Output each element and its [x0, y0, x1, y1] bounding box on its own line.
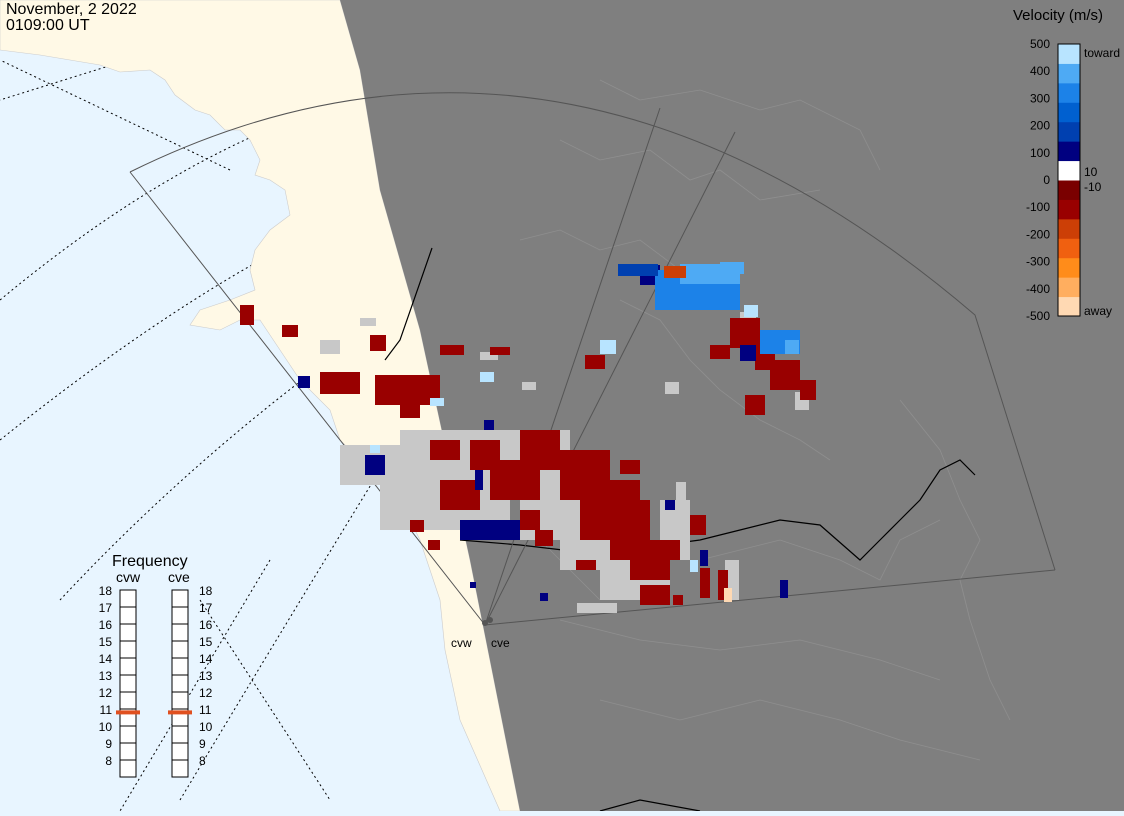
frequency-level-right: 18	[199, 584, 213, 598]
frequency-cell	[119, 589, 137, 608]
frequency-cell	[119, 759, 137, 778]
frequency-marker-cvw	[116, 710, 140, 715]
frequency-level-left: 13	[99, 669, 113, 683]
time-label: 0109:00 UT	[6, 17, 90, 34]
colorbar-segments	[1058, 44, 1080, 317]
colorbar-segment	[1058, 63, 1080, 84]
radar-label-cvw: cvw	[451, 636, 472, 650]
colorbar-tick: -500	[1026, 309, 1050, 323]
colorbar-segment	[1058, 296, 1080, 317]
frequency-panel: Frequency cvw cve 18 18 17 17 16 16 15 15 14 14 13…	[99, 553, 213, 778]
frequency-cell	[119, 623, 137, 642]
frequency-cell	[171, 725, 189, 744]
frequency-cell	[119, 674, 137, 693]
frequency-level-right: 9	[199, 737, 206, 751]
colorbar-segment	[1058, 257, 1080, 278]
velocity-colorbar: Velocity (m/s) 500 400 300 200 100 0 -100 -200 -…	[1013, 7, 1120, 323]
night-mask	[340, 0, 1124, 811]
frequency-cell	[171, 640, 189, 659]
frequency-cell	[119, 657, 137, 676]
colorbar-tick: 300	[1030, 91, 1050, 105]
frequency-cell	[171, 606, 189, 625]
frequency-level-left: 8	[105, 754, 112, 768]
colorbar-tick: 100	[1030, 146, 1050, 160]
colorbar-segment	[1058, 102, 1080, 123]
frequency-cell	[171, 691, 189, 710]
frequency-cell	[119, 691, 137, 710]
colorbar-segment	[1058, 277, 1080, 298]
frequency-cell	[119, 742, 137, 761]
frequency-cell	[171, 623, 189, 642]
colorbar-tick: 0	[1043, 173, 1050, 187]
colorbar-segment	[1058, 180, 1080, 200]
frequency-level-left: 10	[99, 720, 113, 734]
frequency-level-right: 11	[199, 703, 212, 717]
frequency-level-left: 11	[100, 703, 113, 717]
frequency-markers	[116, 710, 192, 715]
colorbar-tick: 200	[1030, 119, 1050, 133]
colorbar-segment	[1058, 218, 1080, 239]
date-label: November, 2 2022	[6, 1, 137, 18]
colorbar-tick: -400	[1026, 282, 1050, 296]
frequency-level-right: 12	[199, 686, 213, 700]
frequency-cell	[171, 759, 189, 778]
scatter-cells	[240, 262, 816, 613]
frequency-cell	[171, 657, 189, 676]
frequency-level-right: 8	[199, 754, 206, 768]
colorbar-segment	[1058, 44, 1080, 64]
radar-sites	[482, 617, 493, 626]
frequency-marker-cve	[168, 710, 192, 715]
frequency-radar-cvw: cvw	[116, 569, 141, 585]
colorbar-tick: -200	[1026, 227, 1050, 241]
frequency-levels: 18 18 17 17 16 16 15 15 14 14 13 13 12 12 11 11 10 10 9 9 8 8	[99, 584, 213, 768]
frequency-radar-cve: cve	[168, 569, 190, 585]
frequency-level-right: 16	[199, 618, 213, 632]
frequency-cell	[119, 640, 137, 659]
colorbar-tick: -100	[1026, 200, 1050, 214]
colorbar-cut-neg: -10	[1084, 180, 1102, 194]
colorbar-segment	[1058, 82, 1080, 103]
colorbar-title: Velocity (m/s)	[1013, 7, 1103, 24]
frequency-level-right: 13	[199, 669, 213, 683]
frequency-level-left: 16	[99, 618, 113, 632]
frequency-level-left: 15	[99, 635, 113, 649]
frequency-title: Frequency	[112, 553, 188, 570]
colorbar-tick-labels: 500 400 300 200 100 0 -100 -200 -300 -400 -500	[1026, 37, 1050, 323]
frequency-cell	[171, 742, 189, 761]
colorbar-tick: -300	[1026, 255, 1050, 269]
frequency-cell	[119, 606, 137, 625]
colorbar-segment	[1058, 199, 1080, 220]
frequency-level-right: 14	[199, 652, 213, 666]
frequency-cells	[119, 589, 189, 778]
frequency-level-left: 17	[99, 601, 113, 615]
frequency-cell	[171, 674, 189, 693]
frequency-level-left: 12	[99, 686, 113, 700]
colorbar-segment	[1058, 160, 1080, 181]
frequency-level-left: 18	[99, 584, 113, 598]
colorbar-segment	[1058, 141, 1080, 162]
colorbar-segment	[1058, 238, 1080, 259]
frequency-cell	[119, 725, 137, 744]
frequency-level-left: 9	[105, 737, 112, 751]
frequency-level-right: 15	[199, 635, 213, 649]
colorbar-tick: 500	[1030, 37, 1050, 51]
frequency-level-right: 17	[199, 601, 213, 615]
radar-label-cve: cve	[491, 636, 510, 650]
colorbar-cut-pos: 10	[1084, 165, 1098, 179]
frequency-cell	[171, 589, 189, 608]
colorbar-away-label: away	[1084, 304, 1112, 318]
frequency-level-right: 10	[199, 720, 213, 734]
colorbar-tick: 400	[1030, 64, 1050, 78]
colorbar-segment	[1058, 121, 1080, 142]
colorbar-toward-label: toward	[1084, 46, 1120, 60]
frequency-level-left: 14	[99, 652, 113, 666]
